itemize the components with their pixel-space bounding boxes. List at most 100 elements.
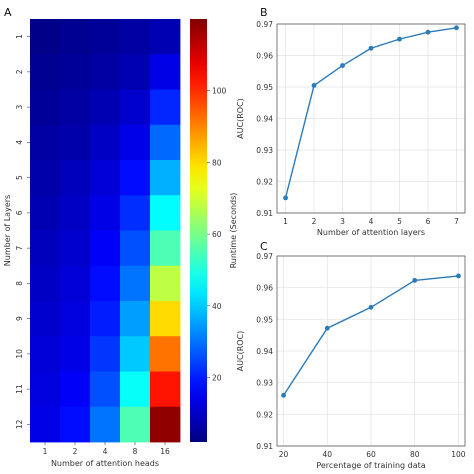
heatmap-cell bbox=[150, 336, 181, 372]
y-tick-label: 3 bbox=[15, 105, 24, 110]
y-tick-label: 0.91 bbox=[256, 209, 273, 218]
heatmap-cell bbox=[60, 265, 91, 302]
heatmap-cell bbox=[60, 160, 91, 196]
data-point bbox=[454, 25, 459, 31]
heatmap-cell bbox=[30, 54, 61, 90]
y-tick-label: 0.92 bbox=[256, 178, 273, 187]
y-tick-label: 2 bbox=[15, 69, 24, 74]
heatmap-cell bbox=[150, 160, 181, 196]
heatmap-cell bbox=[30, 230, 61, 267]
x-tick-label: 100 bbox=[451, 450, 466, 459]
x-tick-label: 2 bbox=[312, 217, 317, 226]
plot-frame bbox=[276, 23, 466, 214]
heatmap-cell bbox=[150, 124, 181, 161]
heatmap-cell bbox=[150, 230, 181, 267]
panel-b-letter: B bbox=[260, 6, 268, 19]
heatmap-cell bbox=[120, 301, 151, 337]
y-tick-label: 5 bbox=[15, 175, 24, 180]
y-axis-label: Number of Layers bbox=[3, 195, 12, 266]
x-tick-label: 8 bbox=[133, 447, 138, 456]
data-point bbox=[281, 392, 286, 398]
plot-frame bbox=[276, 255, 466, 447]
y-tick-label: 0.96 bbox=[256, 284, 273, 293]
heatmap-cell bbox=[60, 195, 91, 231]
colorbar-gradient-bar bbox=[190, 19, 207, 442]
x-tick-label: 20 bbox=[279, 450, 289, 459]
y-tick-label: 0.97 bbox=[256, 252, 273, 261]
data-point bbox=[456, 273, 461, 279]
heatmap-cell bbox=[120, 230, 151, 267]
x-tick-label: 5 bbox=[397, 217, 402, 226]
x-axis-label: Number of attention layers bbox=[317, 228, 425, 237]
heatmap-cell bbox=[30, 406, 61, 443]
data-point bbox=[368, 45, 374, 51]
y-axis-label: AUC(ROC) bbox=[236, 98, 245, 139]
y-tick-label: 0.95 bbox=[256, 83, 273, 92]
data-point bbox=[283, 195, 288, 201]
heatmap-cell bbox=[120, 371, 151, 408]
y-tick-label: 0.94 bbox=[256, 347, 273, 356]
line-chart-training-data: 0.91 0.92 0.93 0.94 0.95 0.96 0.97 20 40 60 80 100 P… bbox=[236, 252, 466, 470]
data-point bbox=[311, 83, 317, 88]
data-point bbox=[324, 325, 330, 331]
y-axis-label: AUC(ROC) bbox=[236, 331, 245, 372]
panel-c-letter: C bbox=[260, 240, 268, 253]
heatmap-cell bbox=[30, 19, 61, 55]
y-tick-label: 0.92 bbox=[256, 410, 273, 419]
y-tick-label: 6 bbox=[15, 210, 24, 215]
heatmap-cell bbox=[90, 195, 121, 231]
y-tick-label: 12 bbox=[15, 419, 24, 429]
heatmap-cell bbox=[90, 265, 121, 302]
y-tick-label: 9 bbox=[15, 316, 24, 321]
heatmap-cell bbox=[60, 19, 91, 55]
heatmap-cell bbox=[60, 89, 91, 126]
heatmap-cell bbox=[150, 406, 181, 443]
x-tick-label: 4 bbox=[369, 217, 374, 226]
heatmap-cell bbox=[30, 195, 61, 231]
data-point bbox=[340, 63, 345, 68]
x-tick-label: 80 bbox=[410, 450, 420, 459]
x-tick-label: 2 bbox=[73, 447, 78, 456]
heatmap-cell bbox=[30, 336, 61, 372]
heatmap-cell bbox=[30, 371, 61, 408]
heatmap-cell bbox=[60, 54, 91, 90]
heatmap-cell bbox=[90, 230, 121, 267]
y-tick-label: 4 bbox=[15, 140, 24, 145]
heatmap-cell bbox=[90, 54, 121, 90]
heatmap-cell bbox=[30, 301, 61, 337]
x-tick-label: 4 bbox=[103, 447, 108, 456]
y-tick-label: 0.93 bbox=[256, 379, 273, 388]
y-tick-label: 10 bbox=[15, 349, 24, 359]
line-chart-layers: 0.91 0.92 0.93 0.94 0.95 0.96 0.97 1 2 3 4 5 6 7 Numbe… bbox=[236, 20, 466, 237]
colorbar-label: Runtime (Seconds) bbox=[229, 193, 238, 269]
colorbar-tick-label: 40 bbox=[212, 302, 222, 311]
heatmap-cell bbox=[120, 336, 151, 372]
heatmap-cell bbox=[90, 160, 121, 196]
heatmap-cell bbox=[120, 19, 151, 55]
data-point bbox=[397, 36, 402, 42]
x-tick-label: 1 bbox=[43, 447, 48, 456]
heatmap-cell bbox=[90, 336, 121, 372]
heatmap-cell bbox=[90, 371, 121, 408]
y-tick-label: 0.97 bbox=[256, 20, 273, 29]
y-tick-label: 0.95 bbox=[256, 315, 273, 324]
x-tick-label: 7 bbox=[454, 217, 459, 226]
x-axis-label: Percentage of training data bbox=[316, 461, 425, 470]
data-point bbox=[368, 304, 374, 310]
heatmap-cell bbox=[120, 54, 151, 90]
heatmap-cell bbox=[120, 406, 151, 443]
heatmap-cell bbox=[60, 406, 91, 443]
y-tick-label: 0.93 bbox=[256, 146, 273, 155]
heatmap-cell bbox=[90, 89, 121, 126]
heatmap-cell bbox=[60, 336, 91, 372]
heatmap-cell bbox=[120, 195, 151, 231]
heatmap-cell bbox=[150, 89, 181, 126]
heatmap-cell bbox=[30, 89, 61, 126]
heatmap-cell bbox=[60, 230, 91, 267]
colorbar-tick-label: 80 bbox=[212, 158, 222, 167]
x-axis-label: Number of attention heads bbox=[51, 459, 159, 468]
colorbar-tick-label: 20 bbox=[212, 373, 222, 382]
colorbar-tick-label: 60 bbox=[212, 230, 222, 239]
